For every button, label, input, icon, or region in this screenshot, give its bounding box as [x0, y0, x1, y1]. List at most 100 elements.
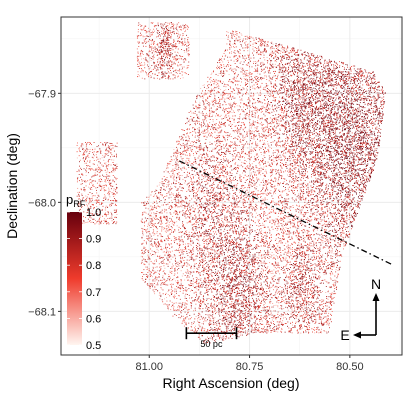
- source-point: [237, 265, 239, 267]
- source-point: [219, 232, 221, 234]
- source-point: [247, 102, 249, 104]
- source-point: [241, 34, 243, 36]
- source-point: [99, 149, 101, 151]
- source-point: [182, 143, 184, 145]
- source-point: [213, 310, 215, 312]
- source-point: [321, 82, 323, 84]
- source-point: [245, 78, 247, 80]
- source-point: [240, 275, 242, 277]
- source-point: [313, 230, 315, 232]
- source-point: [162, 28, 164, 30]
- source-point: [322, 306, 324, 308]
- source-point: [214, 307, 216, 309]
- source-point: [152, 31, 154, 33]
- source-point: [150, 76, 152, 78]
- source-point: [294, 155, 295, 157]
- source-point: [244, 186, 246, 188]
- source-point: [228, 145, 230, 147]
- source-point: [194, 215, 196, 216]
- source-point: [266, 128, 268, 130]
- source-point: [369, 132, 371, 134]
- source-point: [226, 190, 228, 192]
- source-point: [299, 235, 300, 237]
- source-point: [350, 97, 352, 99]
- source-point: [299, 239, 301, 241]
- source-point: [276, 61, 278, 63]
- source-point: [325, 193, 327, 195]
- source-point: [182, 34, 184, 36]
- source-point: [305, 253, 306, 255]
- source-point: [241, 150, 243, 152]
- source-point: [259, 49, 260, 51]
- source-point: [113, 164, 115, 166]
- source-point: [260, 170, 262, 172]
- source-point: [340, 106, 342, 108]
- source-point: [220, 212, 222, 214]
- source-point: [321, 89, 323, 91]
- source-point: [106, 221, 108, 223]
- source-point: [235, 129, 237, 131]
- source-point: [245, 38, 247, 40]
- source-point: [361, 116, 363, 117]
- source-point: [146, 64, 148, 66]
- source-point: [263, 68, 265, 70]
- source-point: [319, 266, 321, 267]
- source-point: [192, 204, 194, 206]
- source-point: [356, 206, 358, 208]
- source-point: [102, 215, 104, 217]
- source-point: [201, 155, 203, 156]
- source-point: [196, 195, 197, 197]
- source-point: [93, 186, 95, 187]
- source-point: [195, 151, 197, 153]
- source-point: [287, 137, 289, 139]
- source-point: [223, 90, 225, 92]
- source-point: [226, 275, 228, 277]
- source-point: [173, 45, 174, 47]
- source-point: [78, 193, 79, 195]
- source-point: [200, 131, 202, 133]
- source-point: [83, 160, 85, 162]
- source-point: [168, 227, 170, 229]
- source-point: [225, 314, 227, 316]
- source-point: [198, 272, 199, 274]
- source-point: [78, 196, 80, 197]
- source-point: [246, 132, 248, 134]
- source-point: [145, 45, 147, 47]
- source-point: [307, 207, 309, 209]
- source-point: [242, 203, 244, 205]
- source-point: [143, 229, 145, 230]
- source-point: [213, 105, 215, 107]
- source-point: [178, 26, 180, 28]
- source-point: [261, 78, 263, 79]
- source-point: [230, 141, 232, 143]
- source-point: [199, 325, 201, 327]
- source-point: [335, 62, 337, 64]
- source-point: [116, 166, 118, 167]
- source-point: [99, 167, 101, 169]
- source-point: [214, 283, 216, 285]
- source-point: [148, 30, 150, 32]
- source-point: [113, 171, 115, 173]
- source-point: [156, 202, 158, 204]
- source-point: [281, 92, 283, 93]
- source-point: [288, 52, 290, 54]
- source-point: [303, 79, 305, 81]
- source-point: [176, 180, 178, 182]
- source-point: [219, 155, 221, 156]
- source-point: [289, 181, 291, 183]
- source-point: [173, 169, 175, 171]
- source-point: [85, 146, 87, 148]
- source-point: [252, 114, 254, 115]
- source-point: [230, 182, 232, 184]
- source-point: [342, 63, 344, 65]
- source-point: [283, 300, 285, 302]
- source-point: [243, 88, 245, 90]
- source-point: [227, 31, 229, 33]
- source-point: [304, 275, 306, 277]
- source-point: [308, 268, 310, 270]
- source-point: [186, 45, 188, 47]
- source-point: [234, 225, 236, 227]
- source-point: [111, 216, 113, 218]
- source-point: [269, 67, 271, 69]
- source-point: [344, 124, 346, 126]
